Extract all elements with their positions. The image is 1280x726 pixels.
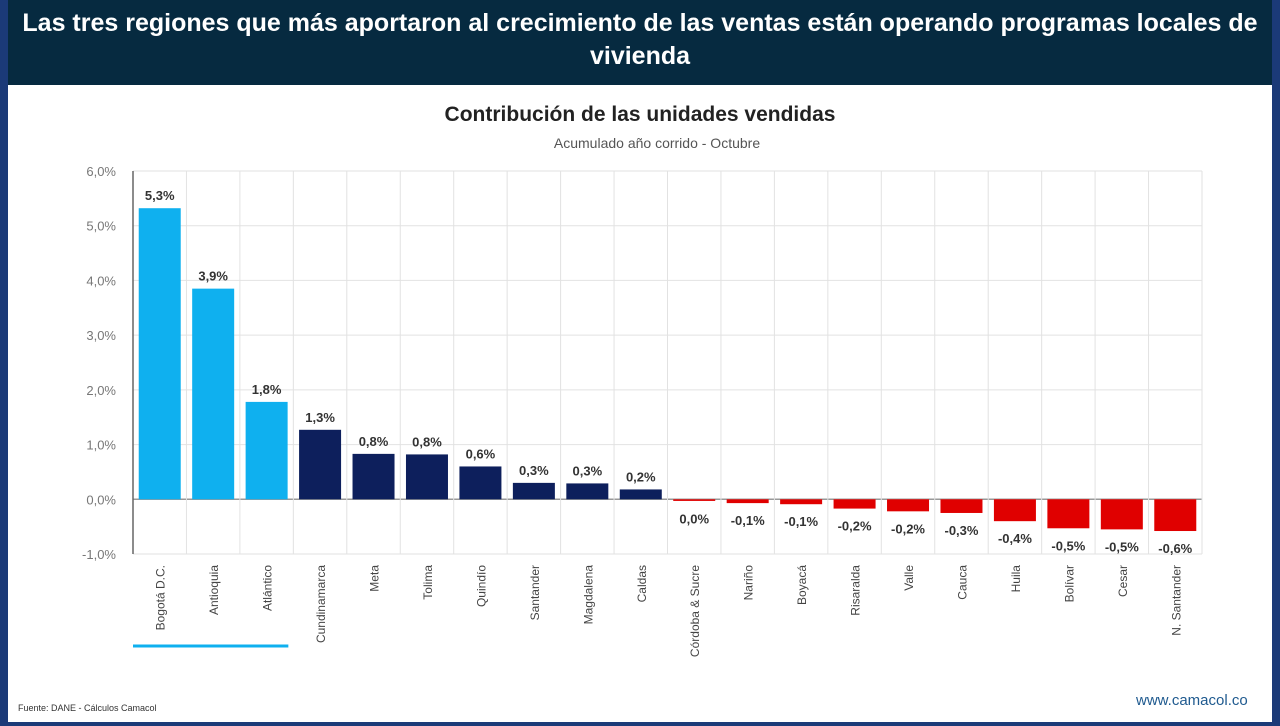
slide-title: Las tres regiones que más aportaron al c…: [22, 9, 1258, 70]
data-label: -0,2%: [838, 519, 872, 534]
data-label: 0,8%: [359, 434, 389, 449]
x-tick-label: Cundinamarca: [314, 565, 328, 643]
data-label: 0,0%: [679, 511, 709, 526]
bar-atl-ntico: [245, 401, 288, 500]
chart-subtitle: Acumulado año corrido - Octubre: [553, 135, 761, 151]
data-label: 1,8%: [252, 382, 282, 397]
source-note: Fuente: DANE - Cálculos Camacol: [18, 703, 157, 713]
data-label: -0,1%: [784, 514, 818, 529]
y-tick-label: 4,0%: [86, 273, 116, 288]
data-label: 0,8%: [412, 434, 442, 449]
bar-risaralda: [833, 499, 876, 509]
bar-boyac-: [780, 499, 823, 505]
x-tick-label: Antioquia: [207, 565, 221, 615]
bar-meta: [352, 453, 395, 500]
bar-cesar: [1100, 499, 1143, 530]
bar-c-rdoba-sucre: [673, 499, 716, 501]
y-tick-label: 5,0%: [86, 219, 116, 234]
x-tick-label: Atlántico: [261, 565, 275, 611]
x-tick-label: N. Santander: [1169, 565, 1183, 636]
data-label: -0,5%: [1051, 538, 1085, 553]
x-tick-label: Caldas: [635, 565, 649, 602]
data-label: 1,3%: [305, 410, 335, 425]
x-tick-label: Magdalena: [581, 565, 595, 625]
x-tick-label: Meta: [368, 565, 382, 592]
bar-magdalena: [566, 483, 609, 500]
slide-header: Las tres regiones que más aportaron al c…: [8, 0, 1272, 85]
data-label: -0,6%: [1158, 541, 1192, 556]
bar-santander: [512, 482, 555, 500]
bar-cauca: [940, 499, 983, 513]
y-tick-label: 0,0%: [86, 492, 116, 507]
y-tick-label: 2,0%: [86, 383, 116, 398]
x-tick-label: Bogotá D.C.: [154, 565, 168, 630]
x-tick-label: Huila: [1009, 565, 1023, 593]
x-tick-label: Valle: [902, 565, 916, 591]
y-tick-label: -1,0%: [82, 547, 116, 562]
data-label: 0,3%: [573, 463, 603, 478]
x-tick-label: Tolima: [421, 565, 435, 600]
data-label: 5,3%: [145, 188, 175, 203]
x-tick-label: Nariño: [742, 565, 756, 601]
bar-cundinamarca: [299, 429, 342, 500]
x-tick-label: Quindío: [474, 565, 488, 607]
bar-nari-o: [726, 499, 769, 504]
x-tick-label: Risaralda: [849, 565, 863, 616]
data-label: 0,2%: [626, 469, 656, 484]
data-label: -0,4%: [998, 531, 1032, 546]
x-tick-label: Cauca: [955, 565, 969, 600]
y-tick-label: 1,0%: [86, 438, 116, 453]
bar-quind-o: [459, 466, 502, 500]
bar-tolima: [405, 454, 448, 500]
x-tick-label: Boyacá: [795, 565, 809, 605]
bar-n-santander: [1154, 499, 1197, 532]
bar-antioquia: [192, 288, 235, 500]
x-tick-label: Bolívar: [1062, 565, 1076, 602]
bar-bol-var: [1047, 499, 1090, 529]
data-label: 0,6%: [466, 446, 496, 461]
bar-huila: [993, 499, 1036, 522]
data-label: -0,3%: [944, 523, 978, 538]
data-label: 3,9%: [198, 269, 228, 284]
data-label: -0,5%: [1105, 539, 1139, 554]
data-label: -0,1%: [731, 513, 765, 528]
chart-title: Contribución de las unidades vendidas: [444, 103, 836, 126]
x-tick-label: Córdoba & Sucre: [688, 565, 702, 657]
website-link[interactable]: www.camacol.co: [1136, 692, 1248, 709]
bar-valle: [887, 499, 930, 512]
bar-bogot-d-c-: [138, 208, 181, 500]
x-tick-label: Santander: [528, 565, 542, 620]
y-tick-label: 3,0%: [86, 328, 116, 343]
bar-caldas: [619, 489, 662, 500]
y-tick-label: 6,0%: [86, 164, 116, 179]
data-label: -0,2%: [891, 521, 925, 536]
data-label: 0,3%: [519, 463, 549, 478]
x-tick-label: Cesar: [1116, 565, 1130, 597]
